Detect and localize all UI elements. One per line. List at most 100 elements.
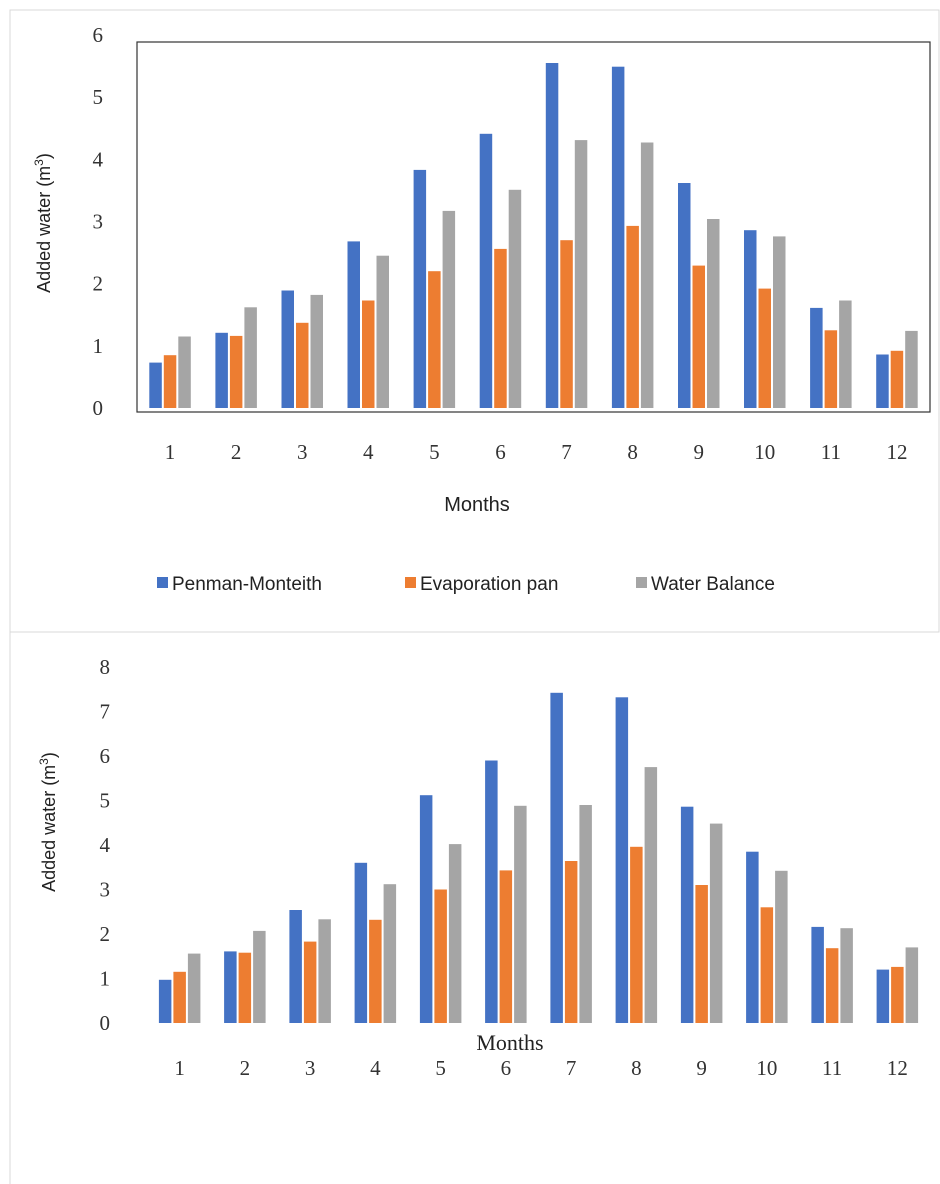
chart-1-x-tick-label: 6: [495, 440, 506, 464]
chart-2-bar-water-balance: [905, 947, 919, 1023]
chart-2-x-ticks: 1 2 3 4 5 6 7 8 9 10 11 12: [174, 1056, 908, 1080]
legend-swatch-water-balance: [636, 577, 647, 588]
chart-2-bar-water-balance: [644, 767, 658, 1023]
chart-1-bar-penman-monteith: [479, 133, 493, 409]
chart-2-y-axis-label-close: ): [39, 752, 59, 758]
chart-1-bar-evaporation-pan: [758, 288, 771, 408]
chart-2-y-tick-label: 1: [100, 967, 111, 991]
chart-2-bar-evaporation-pan: [369, 919, 382, 1023]
chart-1-x-tick-label: 11: [821, 440, 841, 464]
chart-1-y-tick-label: 0: [93, 396, 104, 420]
chart-1-y-tick-label: 3: [93, 210, 104, 234]
top-panel-frame: [9, 9, 940, 633]
chart-2-x-tick-label: 2: [240, 1056, 251, 1080]
chart-1-x-tick-label: 10: [754, 440, 775, 464]
chart-2-x-tick-label: 3: [305, 1056, 316, 1080]
chart-1-y-axis-label-sup: 3: [32, 159, 46, 166]
chart-2-bar-evaporation-pan: [825, 948, 839, 1023]
chart-2-bar-penman-monteith: [811, 926, 824, 1023]
chart-1-bar-evaporation-pan: [626, 225, 639, 408]
chart-1-x-tick-label: 4: [363, 440, 374, 464]
chart-1-y-axis-label: Added water (m3): [32, 153, 54, 293]
chart-1-y-ticks: 0 1 2 3 4 5 6: [93, 23, 104, 420]
chart-2-x-tick-label: 12: [887, 1056, 908, 1080]
chart-2-bar-evaporation-pan: [499, 870, 513, 1023]
chart-2-bar-evaporation-pan: [760, 907, 774, 1023]
chart-2-bar-evaporation-pan: [173, 971, 186, 1023]
chart-1-bar-water-balance: [442, 210, 456, 408]
chart-1-bar-water-balance: [310, 294, 323, 408]
chart-1-bar-penman-monteith: [545, 63, 559, 408]
chart-2-bar-evaporation-pan: [238, 952, 252, 1023]
chart-2-x-tick-label: 8: [631, 1056, 642, 1080]
chart-1-x-tick-label: 8: [627, 440, 638, 464]
chart-1-bar-water-balance: [244, 307, 257, 408]
legend-swatch-penman-monteith: [157, 577, 168, 588]
chart-1-y-tick-label: 4: [93, 147, 104, 171]
chart-1-bar-penman-monteith: [347, 241, 360, 408]
chart-1-x-tick-label: 12: [887, 440, 908, 464]
chart-1-y-tick-label: 6: [93, 23, 104, 47]
chart-2-y-tick-label: 7: [100, 700, 111, 724]
chart-1-bar-water-balance: [773, 236, 786, 408]
legend-label-penman-monteith: Penman-Monteith: [172, 574, 322, 595]
chart-2-bar-penman-monteith: [680, 806, 694, 1023]
chart-1-x-ticks: 1 2 3 4 5 6 7 8 9 10 11 12: [165, 440, 908, 464]
chart-2-bar-penman-monteith: [419, 795, 433, 1023]
chart-2-y-tick-label: 6: [100, 744, 111, 768]
chart-1-bar-evaporation-pan: [494, 248, 507, 408]
chart-2-x-tick-label: 9: [696, 1056, 707, 1080]
chart-2-bar-evaporation-pan: [303, 941, 317, 1023]
chart-2-bar-penman-monteith: [485, 760, 498, 1023]
chart-1-x-tick-label: 3: [297, 440, 308, 464]
chart-2-bar-water-balance: [253, 930, 266, 1023]
chart-1-bar-penman-monteith: [810, 307, 823, 408]
chart-1-x-tick-label: 9: [693, 440, 704, 464]
chart-2-bar-penman-monteith: [289, 910, 302, 1023]
chart-1-bar-evaporation-pan: [362, 300, 375, 408]
chart-1-x-tick-label: 5: [429, 440, 440, 464]
chart-2-bar-water-balance: [448, 844, 462, 1023]
chart-2-bar-water-balance: [579, 805, 592, 1023]
chart-1-bar-evaporation-pan: [692, 265, 705, 408]
chart-2-x-tick-label: 5: [435, 1056, 446, 1080]
chart-2-y-axis-label-text: Added water (m: [39, 765, 59, 892]
chart-1-bar-penman-monteith: [281, 290, 294, 408]
chart-1-bar-water-balance: [574, 140, 588, 408]
chart-2-y-tick-label: 0: [100, 1011, 111, 1035]
legend-label-evaporation-pan: Evaporation pan: [420, 574, 558, 595]
chart-2-x-tick-label: 10: [756, 1056, 777, 1080]
chart-2-bars: [158, 692, 919, 1023]
chart-1-bar-water-balance: [707, 219, 720, 408]
chart-1-plot-border: [136, 41, 931, 413]
chart-2-y-tick-label: 5: [100, 789, 111, 813]
chart-2-bar-water-balance: [840, 928, 853, 1023]
chart-2-x-axis-label: Months: [476, 1030, 543, 1055]
chart-1-x-tick-label: 2: [231, 440, 242, 464]
legend: Penman-Monteith Evaporation pan Water Ba…: [157, 574, 775, 595]
chart-2-bar-evaporation-pan: [695, 885, 708, 1023]
chart-2-bar-penman-monteith: [354, 862, 368, 1023]
chart-1-bar-penman-monteith: [744, 230, 757, 408]
chart-2-y-tick-label: 8: [100, 655, 111, 679]
chart-2-bar-evaporation-pan: [891, 966, 904, 1023]
chart-1-bar-penman-monteith: [678, 183, 691, 408]
chart-2-x-tick-label: 11: [822, 1056, 842, 1080]
chart-2-bar-water-balance: [318, 919, 331, 1023]
chart-2-bar-evaporation-pan: [564, 861, 578, 1023]
chart-2-bar-penman-monteith: [224, 951, 237, 1023]
chart-2-y-tick-label: 2: [100, 922, 111, 946]
chart-1-bar-penman-monteith: [149, 362, 162, 408]
chart-1-bars: [149, 63, 918, 409]
chart-1-bar-evaporation-pan: [824, 330, 838, 408]
chart-2-bar-penman-monteith: [550, 692, 563, 1023]
chart-2-x-tick-label: 7: [566, 1056, 577, 1080]
chart-1-bar-penman-monteith: [413, 169, 427, 408]
chart-1-y-tick-label: 5: [93, 85, 104, 109]
chart-1-bar-water-balance: [376, 255, 389, 408]
chart-2-bar-penman-monteith: [615, 697, 629, 1023]
chart-2-bar-penman-monteith: [746, 851, 759, 1023]
chart-2-y-axis-label: Added water (m3): [37, 752, 59, 892]
chart-2-y-axis-label-sup: 3: [37, 758, 51, 765]
